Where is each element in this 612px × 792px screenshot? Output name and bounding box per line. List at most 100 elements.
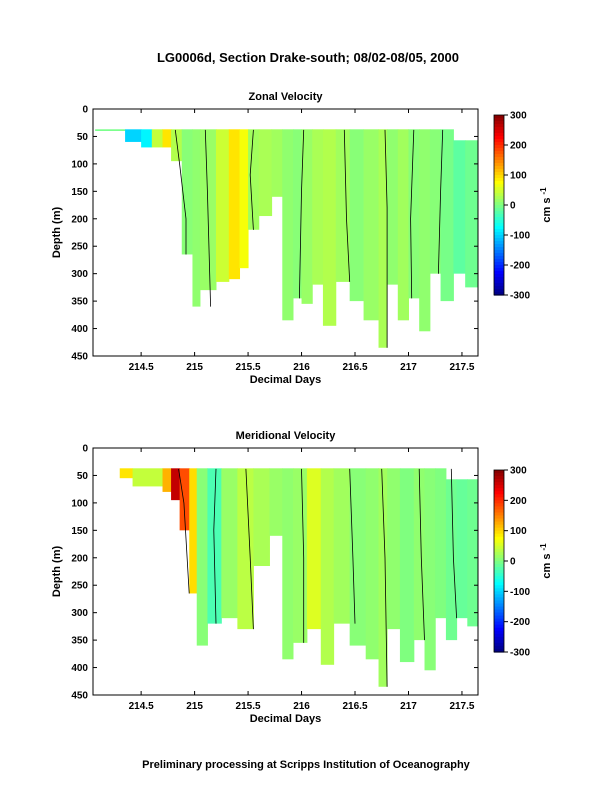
colorbar-segment: [494, 226, 504, 230]
colorbar-segment: [494, 169, 504, 173]
y-tick-label: 250: [71, 242, 88, 253]
plot-frame: [92, 108, 479, 357]
colorbar-segment: [494, 585, 504, 589]
colorbar-segment: [494, 497, 504, 501]
colorbar-segment: [494, 527, 504, 532]
colorbar-segment: [494, 130, 504, 134]
colorbar-segment: [494, 133, 504, 137]
meridional-velocity-panel: Meridional Velocity 0 50 100 150 200 250 300 350…: [51, 430, 479, 725]
heatmap-cell: [282, 129, 294, 321]
heatmap-cell: [171, 129, 183, 162]
heatmap-cell: [221, 468, 238, 619]
colorbar-segment: [494, 564, 504, 568]
colorbar-segment: [494, 238, 504, 242]
colorbar-segment: [494, 639, 504, 644]
colorbar-segment: [494, 127, 504, 131]
colorbar-segment: [494, 488, 504, 492]
colorbar-tick-label: 0: [510, 201, 516, 212]
y-tick-label: 50: [77, 132, 89, 143]
colorbar-segment: [494, 160, 504, 164]
heatmap-cell: [445, 479, 458, 641]
colorbar-segment: [494, 579, 504, 583]
colorbar-segment: [494, 250, 504, 254]
heatmap-cell: [237, 468, 254, 630]
colorbar-segment: [494, 121, 504, 125]
contour-line: [384, 129, 388, 348]
colorbar-segment: [494, 539, 504, 544]
colorbar-segment: [494, 190, 504, 194]
colorbar-segment: [494, 485, 504, 489]
x-tick-label: 216.5: [342, 362, 367, 373]
heatmap-cell: [387, 129, 399, 285]
colorbar-segment: [494, 139, 504, 143]
contour-line: [381, 468, 388, 687]
heatmap-cell: [292, 129, 303, 299]
heatmap-cell: [125, 129, 142, 142]
x-tick-label: 214.5: [129, 362, 154, 373]
y-tick-label: 300: [71, 269, 88, 280]
y-tick-label: 0: [82, 105, 88, 116]
zonal-colorbar: 300 200 100 0 -100 -200 -300 cm s -1: [493, 111, 553, 302]
y-tick-label: 400: [71, 324, 88, 335]
colorbar-segment: [494, 548, 504, 553]
colorbar-segment: [494, 503, 504, 507]
heatmap-cell: [456, 479, 468, 619]
colorbar-segment: [494, 217, 504, 221]
x-tick-label: 215.5: [236, 701, 261, 712]
heatmap-cell: [282, 468, 294, 660]
colorbar-segment: [494, 271, 504, 275]
colorbar-tick-label: 200: [510, 496, 527, 507]
contour-lines: [174, 129, 444, 348]
colorbar-segment: [494, 606, 504, 611]
y-tick-label: 450: [71, 691, 88, 702]
x-tick-label: 215: [186, 362, 203, 373]
y-tick-label: 100: [71, 159, 88, 170]
colorbar-segment: [494, 506, 504, 511]
colorbar-segment: [494, 518, 504, 523]
colorbar-segment: [494, 232, 504, 236]
heatmap-cell: [207, 468, 222, 624]
y-tick-label: 350: [71, 636, 88, 647]
x-tick-label: 216: [293, 362, 310, 373]
colorbar-segment: [494, 630, 504, 635]
meridional-colorbar: 300 200 100 0 -100 -200 -300 cm s -1: [493, 466, 553, 659]
heatmap-cells: [95, 129, 479, 348]
colorbar-segment: [494, 142, 504, 146]
colorbar-segment: [494, 145, 504, 149]
colorbar-segment: [494, 567, 504, 571]
heatmap-cell: [171, 468, 181, 501]
colorbar-segment: [494, 521, 504, 526]
colorbar-segment: [494, 557, 504, 562]
heatmap-cell: [349, 468, 367, 646]
x-tick-label: 215: [186, 701, 203, 712]
colorbar-tick-label: 200: [510, 141, 527, 152]
colorbar-segment: [494, 576, 504, 580]
colorbar-tick-label: -200: [510, 617, 530, 628]
colorbar-segment: [494, 536, 504, 541]
y-tick-label: 450: [71, 352, 88, 363]
heatmap-cell: [397, 129, 409, 321]
colorbar-tick-label: -200: [510, 261, 530, 272]
colorbar-segment: [494, 157, 504, 161]
colorbar-segment: [494, 253, 504, 257]
plot-frame: [92, 447, 479, 696]
y-tick-label: 250: [71, 581, 88, 592]
heatmap-cell: [320, 468, 335, 665]
contour-lines: [178, 468, 457, 687]
colorbar-segment: [494, 223, 504, 227]
colorbar-segment: [494, 470, 504, 474]
colorbar-segment: [494, 476, 504, 480]
colorbar-segment: [494, 274, 504, 278]
colorbar-segment: [494, 621, 504, 626]
y-tick-label: 400: [71, 663, 88, 674]
contour-line: [245, 468, 254, 630]
contour-line: [349, 468, 356, 624]
colorbar-segment: [494, 241, 504, 245]
colorbar-segment: [494, 570, 504, 574]
heatmap-cell: [413, 468, 426, 641]
heatmap-cell: [196, 468, 208, 646]
colorbar-label-exponent: -1: [539, 543, 548, 551]
contour-line: [213, 468, 217, 624]
x-axis-label: Decimal Days: [250, 713, 322, 725]
y-tick-label: 0: [82, 444, 88, 455]
